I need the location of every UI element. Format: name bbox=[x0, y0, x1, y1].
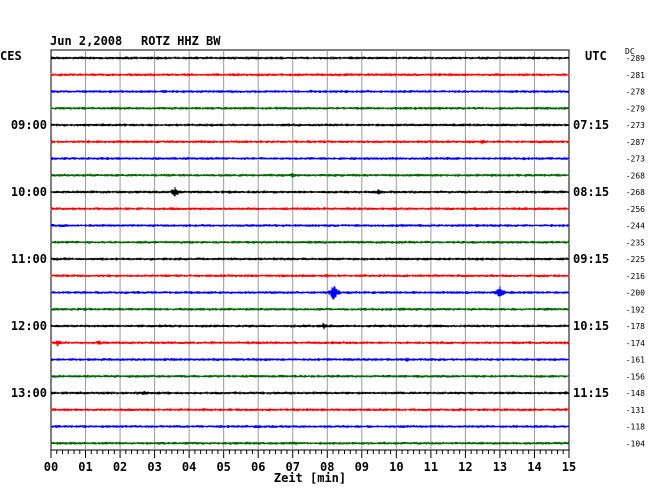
trace-11 bbox=[50, 240, 570, 244]
dc-offset-label: -178 bbox=[626, 322, 645, 331]
dc-offset-label: -281 bbox=[626, 71, 645, 80]
dc-offset-label: -156 bbox=[626, 372, 645, 381]
x-tick-label: 07 bbox=[286, 460, 300, 474]
dc-offset-label: -273 bbox=[626, 155, 645, 164]
left-time-label: 09:00 bbox=[11, 118, 47, 132]
dc-offset-label: -235 bbox=[626, 238, 645, 247]
x-tick-label: 11 bbox=[424, 460, 438, 474]
trace-8 bbox=[50, 187, 570, 197]
trace-2 bbox=[50, 89, 570, 94]
dc-offset-label: -289 bbox=[626, 54, 645, 63]
dc-offset-label: -104 bbox=[626, 439, 645, 448]
left-time-label: 10:00 bbox=[11, 185, 47, 199]
x-tick-label: 12 bbox=[458, 460, 472, 474]
right-time-label: 10:15 bbox=[573, 319, 609, 333]
dc-offset-label: -131 bbox=[626, 406, 645, 415]
dc-offset-header: DC bbox=[625, 47, 635, 56]
x-tick-label: 06 bbox=[251, 460, 265, 474]
trace-21 bbox=[50, 408, 570, 412]
trace-19 bbox=[50, 374, 570, 378]
chart-labels: 00 01 02 03 04 05 06 07 08 09 10 11 12 13 14 15 Zeit [mi… bbox=[11, 54, 645, 485]
x-tick-label: 09 bbox=[355, 460, 369, 474]
dc-offset-label: -200 bbox=[626, 289, 645, 298]
left-timezone-label: CES bbox=[0, 49, 22, 63]
x-axis-label: Zeit [min] bbox=[274, 471, 346, 485]
dc-offset-label: -216 bbox=[626, 272, 645, 281]
trace-17 bbox=[50, 340, 570, 347]
x-tick-label: 04 bbox=[182, 460, 196, 474]
x-tick-label: 13 bbox=[493, 460, 507, 474]
left-time-label: 12:00 bbox=[11, 319, 47, 333]
left-time-label: 11:00 bbox=[11, 252, 47, 266]
trace-6 bbox=[50, 156, 570, 161]
right-time-label: 09:15 bbox=[573, 252, 609, 266]
seismic-traces bbox=[50, 56, 570, 445]
x-axis-ticks bbox=[50, 450, 570, 458]
trace-1 bbox=[50, 73, 570, 77]
x-tick-label: 05 bbox=[216, 460, 230, 474]
dc-offset-label: -161 bbox=[626, 356, 645, 365]
x-tick-label: 10 bbox=[389, 460, 403, 474]
trace-20 bbox=[50, 391, 570, 395]
trace-18 bbox=[50, 357, 570, 362]
dc-offset-label: -148 bbox=[626, 389, 645, 398]
dc-offset-label: -118 bbox=[626, 423, 645, 432]
trace-5 bbox=[50, 139, 570, 145]
chart-grid bbox=[50, 49, 570, 451]
trace-3 bbox=[50, 106, 570, 110]
trace-16 bbox=[50, 323, 570, 330]
x-tick-label: 08 bbox=[320, 460, 334, 474]
left-time-label: 13:00 bbox=[11, 386, 47, 400]
x-tick-label: 15 bbox=[562, 460, 576, 474]
x-tick-label: 14 bbox=[527, 460, 541, 474]
dc-offset-label: -278 bbox=[626, 88, 645, 97]
dc-offset-label: -174 bbox=[626, 339, 645, 348]
dc-offset-label: -225 bbox=[626, 255, 645, 264]
right-time-label: 07:15 bbox=[573, 118, 609, 132]
trace-12 bbox=[50, 257, 570, 261]
trace-0 bbox=[50, 56, 570, 60]
right-time-label: 11:15 bbox=[573, 386, 609, 400]
dc-offset-label: -279 bbox=[626, 104, 645, 113]
dc-offset-label: -256 bbox=[626, 205, 645, 214]
x-tick-label: 01 bbox=[78, 460, 92, 474]
chart-station: ROTZ HHZ BW bbox=[141, 34, 221, 48]
trace-10 bbox=[50, 223, 570, 228]
trace-4 bbox=[50, 123, 570, 127]
x-tick-label: 03 bbox=[147, 460, 161, 474]
x-tick-label: 00 bbox=[44, 460, 58, 474]
x-tick-label: 02 bbox=[113, 460, 127, 474]
trace-15 bbox=[50, 307, 570, 311]
trace-9 bbox=[50, 207, 570, 211]
plot-frame bbox=[50, 49, 570, 451]
dc-offset-label: -268 bbox=[626, 171, 645, 180]
right-time-label: 08:15 bbox=[573, 185, 609, 199]
dc-offset-label: -268 bbox=[626, 188, 645, 197]
dc-offset-label: -287 bbox=[626, 138, 645, 147]
trace-7 bbox=[50, 172, 570, 178]
dc-offset-label: -273 bbox=[626, 121, 645, 130]
chart-date: Jun 2,2008 bbox=[50, 34, 123, 48]
dc-offset-label: -192 bbox=[626, 305, 645, 314]
trace-22 bbox=[50, 424, 570, 429]
right-timezone-label: UTC bbox=[585, 49, 607, 63]
trace-13 bbox=[50, 273, 570, 278]
trace-23 bbox=[50, 441, 570, 445]
trace-14 bbox=[50, 286, 570, 300]
dc-offset-label: -244 bbox=[626, 222, 645, 231]
